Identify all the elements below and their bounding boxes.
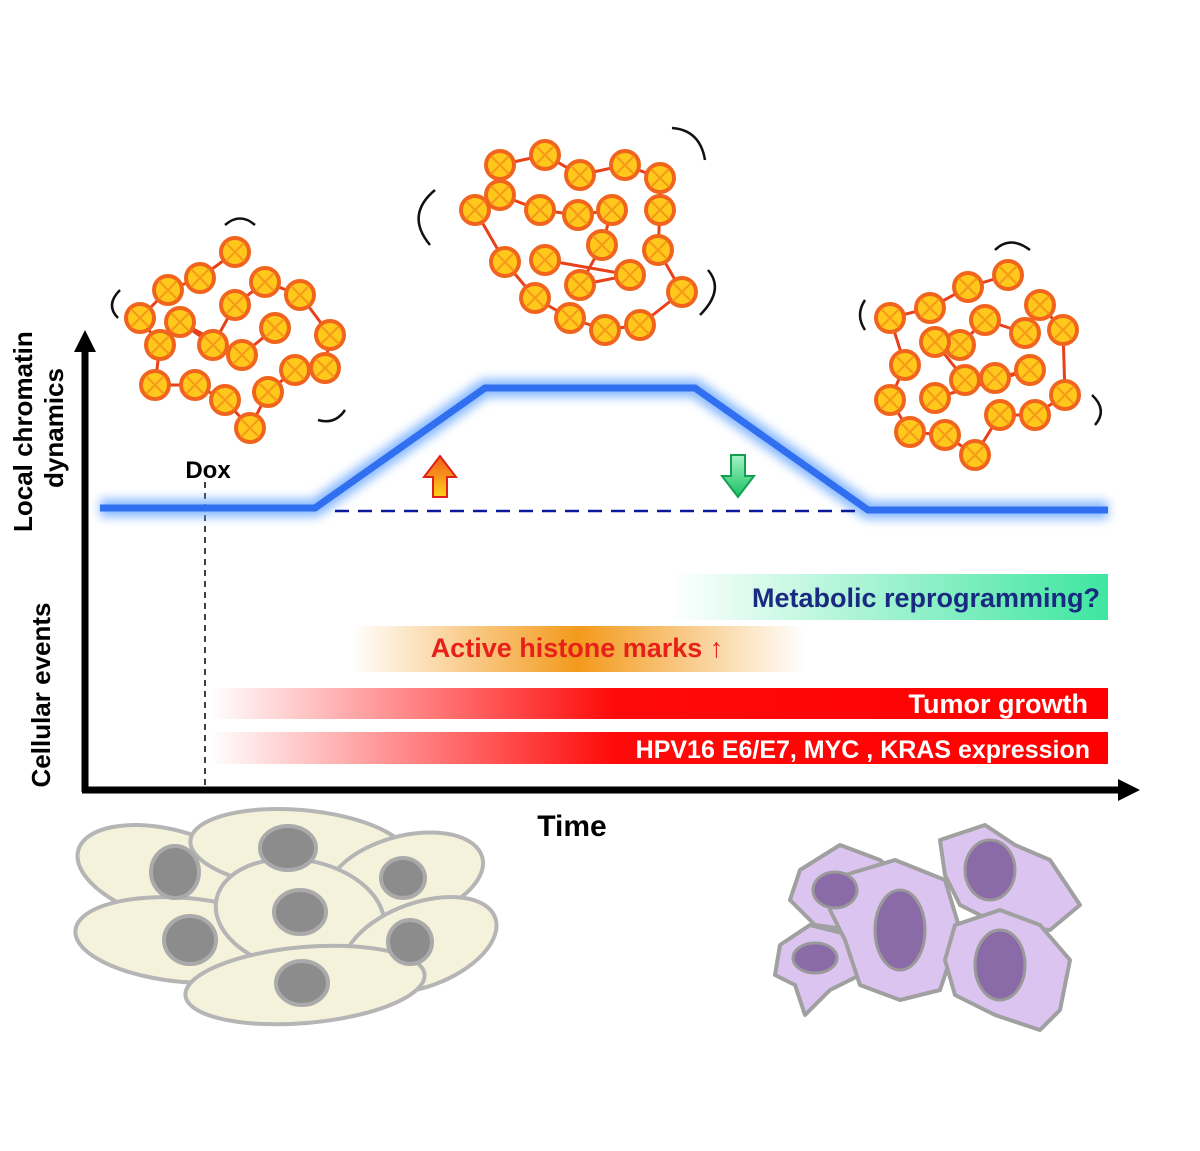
x-arrowhead <box>1118 779 1140 801</box>
nucleosome-detail <box>570 275 590 295</box>
down-arrow <box>719 454 757 499</box>
nucleosome-detail <box>525 288 545 308</box>
nucleosome-detail <box>170 312 190 332</box>
nucleosome-detail <box>203 335 223 355</box>
nucleosome-detail <box>985 368 1005 388</box>
nucleosome-detail <box>465 200 485 220</box>
nucleosome-detail <box>650 168 670 188</box>
nucleosome-detail <box>490 185 510 205</box>
y-label-line: dynamics <box>39 368 69 488</box>
nucleosome-detail <box>965 445 985 465</box>
nucleosome-detail <box>620 265 640 285</box>
nucleosome-detail <box>920 298 940 318</box>
dynamics-curve <box>100 384 1108 514</box>
nucleosome-detail <box>672 282 692 302</box>
nucleosome-detail <box>958 277 978 297</box>
nucleosome-detail <box>630 315 650 335</box>
chromatin <box>124 139 1081 471</box>
event-bar <box>210 732 1108 764</box>
nucleosome-detail <box>560 308 580 328</box>
event-bar <box>670 574 1108 620</box>
event-label: Active histone marks ↑ <box>431 633 724 663</box>
nucleosome-detail <box>648 240 668 260</box>
nucleosome-detail <box>900 422 920 442</box>
nucleosome-detail <box>925 388 945 408</box>
nucleosome-detail <box>975 310 995 330</box>
normal-nuclei <box>149 824 434 1007</box>
nucleosome-detail <box>880 308 900 328</box>
chromatin-fiber <box>472 153 684 332</box>
nucleosome-detail <box>935 425 955 445</box>
nucleosome-detail <box>1055 385 1075 405</box>
nucleosome-detail <box>215 390 235 410</box>
nucleosome-detail <box>240 418 260 438</box>
event-label: Tumor growth <box>909 689 1088 719</box>
nucleosome-detail <box>225 242 245 262</box>
nucleosome-detail <box>568 205 588 225</box>
nucleosome-detail <box>1020 360 1040 380</box>
nucleosome-detail <box>490 155 510 175</box>
nucleosome-detail <box>255 272 275 292</box>
nucleosome-detail <box>602 200 622 220</box>
nucleosome-detail <box>530 200 550 220</box>
nucleosome-detail <box>895 355 915 375</box>
y-arrowhead <box>74 330 96 352</box>
tumor-nuclei <box>791 838 1027 1002</box>
x-label: Time <box>537 810 606 843</box>
nucleosome-detail <box>145 375 165 395</box>
nucleosome-detail <box>158 280 178 300</box>
chromatin-fiber <box>888 273 1067 458</box>
nucleosome-detail <box>650 200 670 220</box>
nucleosome-detail <box>190 268 210 288</box>
nucleosome-detail <box>258 382 278 402</box>
nucleosome-detail <box>535 145 555 165</box>
y-label-line: Local chromatin <box>8 331 38 532</box>
event-label: HPV16 E6/E7, MYC , KRAS expression <box>636 736 1090 764</box>
nucleosome-detail <box>880 390 900 410</box>
nucleosome-detail <box>570 165 590 185</box>
nucleosome-detail <box>955 370 975 390</box>
nucleosome-detail <box>1025 405 1045 425</box>
nucleosome-detail <box>1015 323 1035 343</box>
nucleosome-detail <box>592 235 612 255</box>
nucleosome-detail <box>265 318 285 338</box>
nucleosome-detail <box>535 250 555 270</box>
nucleosome-detail <box>315 358 335 378</box>
y-label: Cellular events <box>26 603 56 788</box>
nucleosome-detail <box>290 285 310 305</box>
nucleosome-detail <box>998 265 1018 285</box>
nucleosome-detail <box>285 360 305 380</box>
nucleosome-detail <box>130 308 150 328</box>
up-arrow <box>421 454 459 498</box>
tumor-cells <box>773 823 1082 1032</box>
curve-glow <box>100 379 1108 519</box>
nucleosome-detail <box>232 345 252 365</box>
nucleosome-detail <box>990 405 1010 425</box>
nucleosome-detail <box>225 295 245 315</box>
event-bar <box>352 626 805 672</box>
nucleosome-detail <box>320 325 340 345</box>
nucleosome-detail <box>950 335 970 355</box>
event-label: Metabolic reprogramming? <box>752 583 1100 613</box>
nucleosome-detail <box>1053 320 1073 340</box>
nucleosome-detail <box>615 155 635 175</box>
event-bar <box>210 688 1108 719</box>
nucleosome-detail <box>1030 295 1050 315</box>
y-label: Local chromatin dynamics <box>8 324 69 532</box>
dox-label: Dox <box>185 457 231 484</box>
nucleosome-detail <box>495 252 515 272</box>
nucleosome-detail <box>925 332 945 352</box>
nucleosome-detail <box>185 375 205 395</box>
nucleosome-detail <box>150 335 170 355</box>
motion-lines <box>110 126 1102 426</box>
nucleosome-detail <box>595 320 615 340</box>
